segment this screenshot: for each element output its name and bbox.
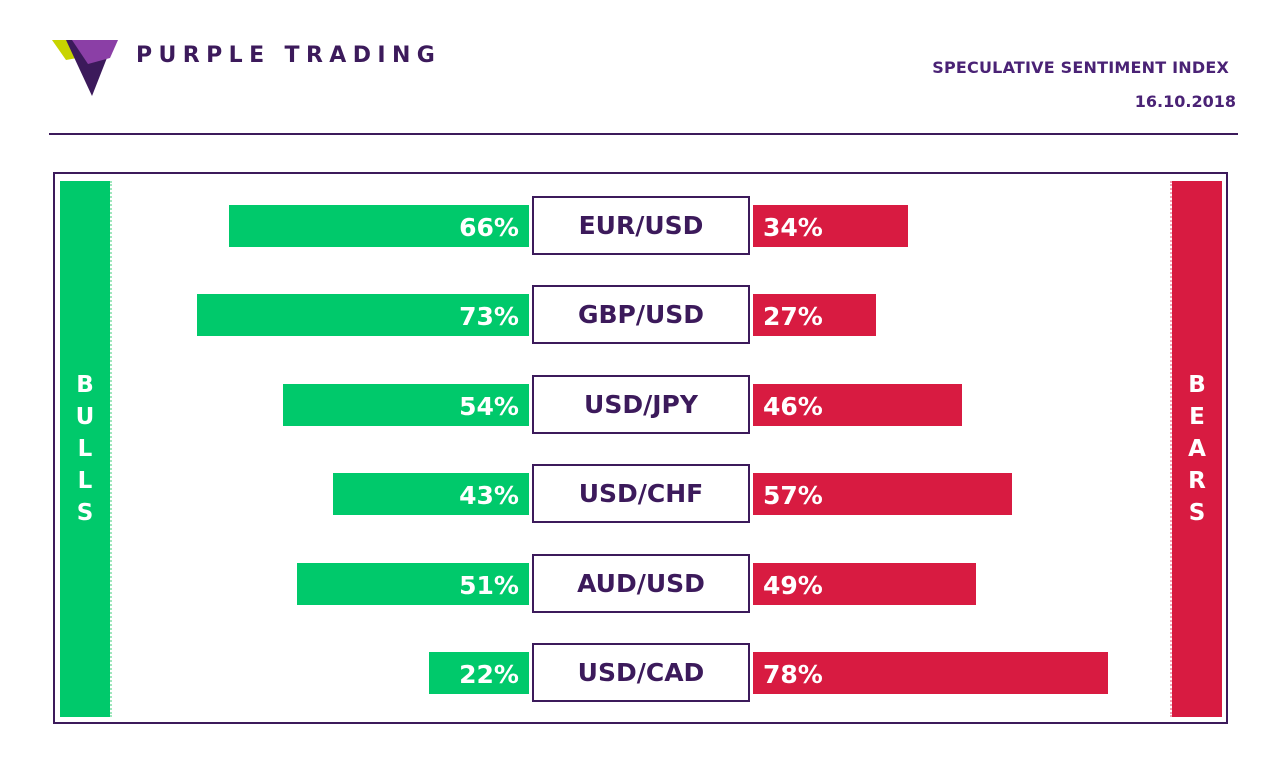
bulls-value-label: 54% [459,392,519,421]
bears-bar: 27% [753,294,876,336]
currency-pair-label: USD/CHF [532,464,750,523]
bulls-value-label: 73% [459,302,519,331]
bears-side-bar: BEARS [1170,181,1222,717]
bulls-bar: 43% [333,473,529,515]
bulls-value-label: 51% [459,571,519,600]
bears-value-label: 57% [763,481,823,510]
bulls-bar: 22% [428,652,529,694]
bears-bar: 46% [753,384,963,426]
bears-dotted-edge [1170,181,1172,717]
currency-pair-label: USD/JPY [532,375,750,434]
chart-frame [53,172,1228,724]
bears-bar: 57% [753,473,1013,515]
bulls-bar: 66% [228,205,529,247]
bulls-value-label: 43% [459,481,519,510]
brand-name: PURPLE TRADING [136,43,442,68]
brand-logo: PURPLE TRADING [52,40,435,100]
bulls-bar: 73% [196,294,529,336]
bears-value-label: 27% [763,302,823,331]
bulls-label: BULLS [75,372,95,526]
currency-pair-label: AUD/USD [532,554,750,613]
bears-value-label: 34% [763,213,823,242]
page-title: SPECULATIVE SENTIMENT INDEX [932,58,1229,77]
bulls-bar: 54% [283,384,529,426]
currency-pair-label: GBP/USD [532,285,750,344]
purple-triangle-logo-icon [52,40,118,96]
currency-pair-label: USD/CAD [532,643,750,702]
currency-pair-label: EUR/USD [532,196,750,255]
bulls-side-bar: BULLS [60,181,112,717]
report-date: 16.10.2018 [1134,92,1236,111]
bears-bar: 78% [753,652,1108,694]
bears-label: BEARS [1188,372,1206,526]
bears-value-label: 49% [763,571,823,600]
bears-value-label: 78% [763,660,823,689]
bears-value-label: 46% [763,392,823,421]
bulls-bar: 51% [296,563,529,605]
bulls-value-label: 66% [459,213,519,242]
bulls-dotted-edge [110,181,112,717]
bulls-value-label: 22% [459,660,519,689]
header-divider [49,133,1238,135]
bears-bar: 34% [753,205,908,247]
bears-bar: 49% [753,563,976,605]
